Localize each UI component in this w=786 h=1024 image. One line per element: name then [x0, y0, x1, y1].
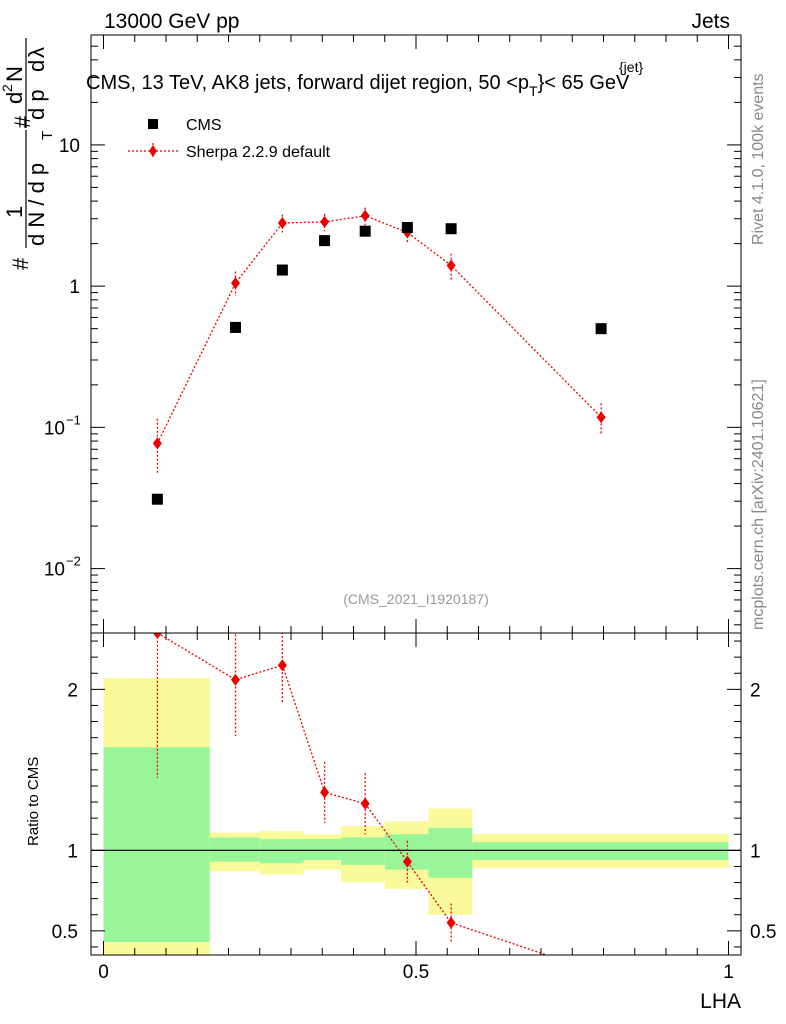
main-ytick-label-2: 1 — [69, 277, 80, 298]
ratio-y-axis-label: Ratio to CMS — [25, 757, 42, 846]
ratio-line — [157, 633, 549, 955]
main-ticks — [91, 34, 741, 633]
sherpa-point — [596, 411, 606, 424]
title-sup: {jet} — [619, 59, 643, 75]
legend: CMS Sherpa 2.2.9 default — [128, 117, 331, 161]
main-y-axis-label: # 1 d N / d p T # d 2 N d p d λ — [0, 38, 56, 270]
ratio-ytick-label-right-2: 2 — [750, 680, 761, 701]
ratio-point — [360, 797, 370, 810]
watermark: (CMS_2021_I1920187) — [343, 591, 489, 607]
ratio-xtick-label-1: 0.5 — [403, 962, 429, 983]
main-ytick-label-3: 10 — [59, 136, 80, 157]
sherpa-line — [156, 215, 602, 444]
mcplots-label: mcplots.cern.ch [arXiv:2401.10621] — [750, 379, 767, 630]
ylabel-hash1: # — [8, 257, 33, 270]
ratio-point — [320, 786, 330, 799]
ratio-ticks — [91, 633, 741, 955]
ratio-ytick-label-right-1: 1 — [750, 841, 761, 862]
title-sub: T — [529, 83, 538, 99]
ratio-frame — [90, 632, 742, 956]
ylabel-one: 1 — [2, 206, 27, 218]
inner-band — [341, 837, 385, 865]
legend-sherpa-label: Sherpa 2.2.9 default — [186, 144, 331, 161]
cms-point — [401, 222, 413, 234]
cms-point — [595, 323, 607, 335]
ylabel-hash2: # — [10, 115, 35, 128]
sherpa-point — [152, 437, 162, 450]
main-ytick-exp-1: −1 — [66, 412, 81, 427]
title-end: }< 65 GeV — [538, 72, 630, 94]
ratio-point — [597, 967, 606, 979]
inner-band — [103, 747, 210, 943]
ratio-point — [446, 916, 456, 929]
cms-point — [319, 235, 331, 247]
cms-point — [230, 321, 241, 333]
ratio-xtick-label-0: 0 — [98, 962, 109, 983]
ratio-x-tick-labels: 0 0.5 1 — [98, 962, 734, 983]
main-ytick-label-0: 10 — [44, 560, 65, 581]
ylabel-dN: d N / d p — [24, 163, 49, 246]
inner-band — [303, 839, 341, 861]
x-axis-label: LHA — [700, 990, 741, 1013]
sherpa-point — [277, 216, 287, 229]
cms-point — [151, 493, 163, 505]
ratio-y-tick-labels: 0.5 0.5 1 1 2 2 — [52, 680, 777, 943]
cms-point — [445, 223, 457, 235]
inner-band — [209, 837, 260, 862]
sherpa-point — [320, 215, 330, 228]
cms-point — [359, 225, 371, 237]
ratio-marks — [152, 633, 606, 979]
inner-band — [428, 827, 473, 878]
ylabel-lambda: λ — [24, 47, 49, 58]
main-marks — [151, 207, 607, 505]
ylabel-dlambda-d: d — [24, 60, 49, 72]
inner-band — [472, 842, 729, 861]
header-right: Jets — [691, 10, 730, 33]
inner-band — [259, 839, 304, 864]
main-title: CMS, 13 TeV, AK8 jets, forward dijet reg… — [86, 72, 630, 99]
ratio-ytick-label-1: 1 — [67, 841, 78, 862]
ratio-point — [152, 633, 162, 639]
ratio-xtick-label-2: 1 — [723, 962, 734, 983]
ratio-ytick-label-2: 2 — [67, 680, 78, 701]
sherpa-point — [231, 277, 240, 290]
title-main: CMS, 13 TeV, AK8 jets, forward dijet reg… — [86, 72, 529, 94]
ylabel-sup-2: 2 — [0, 84, 15, 92]
ylabel-sub-T: T — [39, 131, 56, 140]
ratio-ytick-label-right-0: 0.5 — [750, 922, 776, 943]
sherpa-point — [360, 209, 370, 222]
ylabel-N: N — [2, 66, 27, 82]
legend-sherpa-marker — [149, 145, 157, 157]
main-ytick-exp-0: −2 — [66, 554, 81, 569]
ratio-bands — [103, 678, 729, 955]
cms-point — [276, 264, 288, 276]
ratio-point — [231, 673, 240, 686]
sherpa-point — [446, 259, 456, 272]
legend-cms-marker — [148, 119, 158, 129]
rivet-label: Rivet 4.1.0, 100k events — [750, 73, 767, 245]
ratio-point — [402, 855, 412, 868]
ylabel-d2: d — [2, 92, 27, 104]
ylabel-dpT: d p — [24, 89, 49, 120]
ratio-point — [277, 659, 287, 672]
header-left: 13000 GeV pp — [104, 10, 239, 33]
main-ytick-label-1: 10 — [44, 418, 65, 439]
ratio-ytick-label-0: 0.5 — [52, 922, 78, 943]
ratio-panel: 0.5 0.51 12 2 0 0.5 1 Ratio to CMS LHA — [25, 632, 777, 1013]
legend-cms-label: CMS — [186, 117, 222, 134]
